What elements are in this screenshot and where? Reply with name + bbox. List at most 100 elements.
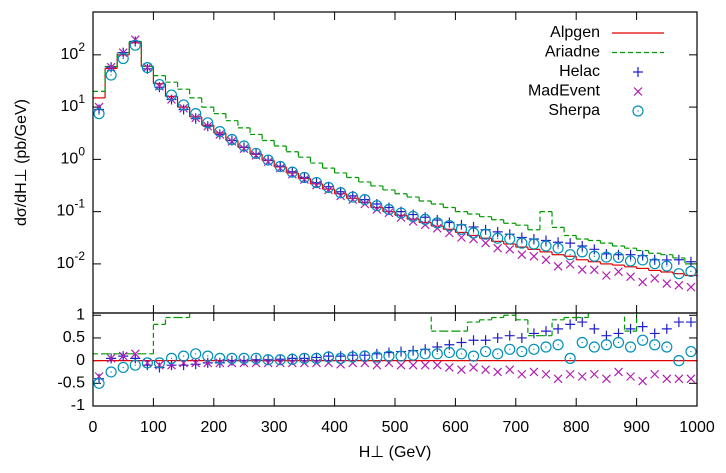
marker	[395, 207, 407, 219]
marker	[674, 280, 684, 290]
y-tick-label: 101	[61, 92, 86, 115]
marker	[93, 108, 105, 120]
marker	[226, 352, 238, 364]
marker	[552, 242, 564, 254]
marker	[661, 254, 672, 265]
marker	[443, 346, 455, 358]
marker	[142, 360, 153, 371]
marker	[661, 341, 673, 353]
y-tick-label: -0.5	[57, 375, 85, 392]
marker	[649, 328, 660, 339]
marker	[481, 365, 491, 375]
marker	[480, 335, 491, 346]
marker	[371, 200, 383, 212]
marker	[600, 339, 613, 351]
marker	[541, 326, 551, 337]
y-tick-base: 10	[61, 98, 79, 115]
marker	[371, 351, 383, 363]
marker	[312, 180, 321, 190]
marker	[504, 343, 516, 355]
step-connector	[104, 41, 686, 264]
marker	[324, 185, 333, 195]
marker	[347, 351, 359, 363]
marker	[541, 369, 551, 379]
marker	[529, 251, 539, 261]
marker	[564, 249, 576, 261]
y-tick-exponent: -1	[74, 197, 85, 211]
legend-label: Helac	[559, 63, 600, 80]
marker	[287, 358, 297, 368]
marker	[310, 177, 323, 189]
marker	[118, 351, 128, 361]
marker	[638, 277, 648, 287]
marker	[457, 365, 466, 375]
marker	[625, 249, 636, 260]
marker	[239, 355, 249, 366]
legend-label: Sherpa	[548, 102, 600, 119]
marker	[298, 171, 311, 184]
marker	[275, 358, 285, 368]
marker	[492, 332, 503, 343]
marker	[262, 354, 274, 366]
marker	[130, 349, 140, 359]
marker	[432, 360, 442, 370]
marker	[517, 250, 527, 260]
marker	[649, 258, 661, 270]
marker	[250, 352, 262, 364]
marker	[117, 361, 129, 373]
marker	[516, 332, 527, 343]
marker	[528, 343, 540, 355]
marker	[565, 238, 576, 249]
marker	[480, 346, 492, 358]
x-tick-label: 100	[140, 419, 167, 436]
marker	[457, 233, 466, 242]
marker	[481, 238, 491, 248]
marker	[105, 366, 117, 378]
marker	[504, 330, 515, 341]
marker	[130, 353, 141, 364]
marker	[372, 205, 382, 214]
y-tick-label: -1	[71, 397, 85, 414]
marker	[322, 181, 335, 193]
y-tick-label: 102	[61, 40, 86, 63]
marker	[324, 358, 333, 368]
legend-sample	[633, 87, 643, 96]
plot-area	[93, 35, 697, 292]
marker	[396, 360, 406, 370]
marker	[444, 339, 455, 350]
marker	[516, 237, 528, 249]
x-tick-label: 200	[200, 419, 227, 436]
marker	[577, 317, 588, 328]
y-tick-exponent: 2	[78, 40, 85, 54]
marker	[589, 369, 599, 379]
marker	[178, 99, 190, 111]
marker	[493, 367, 503, 377]
marker	[141, 357, 153, 369]
marker	[190, 348, 202, 360]
y-tick-label: 1	[76, 306, 85, 323]
marker	[576, 336, 588, 349]
marker	[516, 346, 528, 358]
y-axis-label: dσ/dH⊥ (pb/GeV)	[13, 99, 30, 226]
marker	[129, 39, 141, 51]
marker	[686, 374, 696, 384]
marker	[637, 321, 648, 332]
marker	[203, 121, 213, 131]
y-tick-label: 10-1	[57, 197, 86, 220]
marker	[191, 358, 201, 368]
marker	[540, 341, 552, 353]
marker	[419, 213, 431, 225]
marker	[348, 358, 358, 368]
marker	[624, 255, 637, 267]
marker	[613, 249, 624, 260]
marker	[517, 369, 527, 379]
marker	[372, 360, 382, 370]
marker	[202, 350, 214, 362]
marker	[443, 220, 455, 232]
marker	[335, 351, 346, 362]
marker	[226, 133, 238, 146]
marker	[335, 187, 347, 199]
marker	[117, 53, 129, 65]
y-tick-label: 100	[61, 145, 86, 168]
